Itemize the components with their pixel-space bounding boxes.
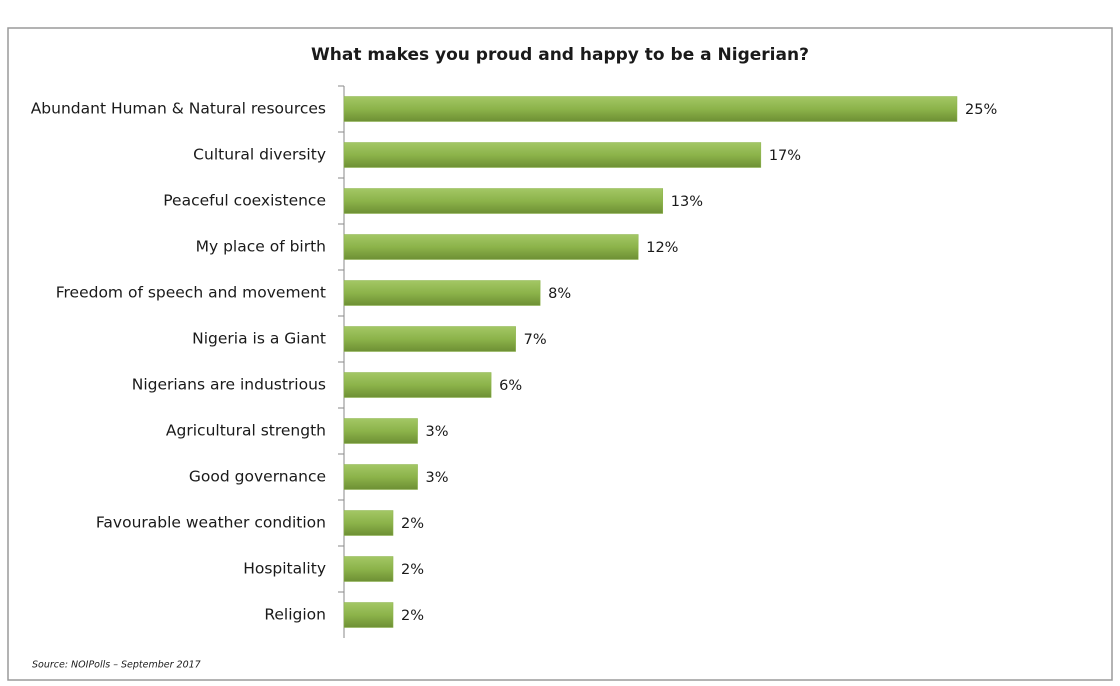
bar bbox=[343, 418, 418, 444]
source: Source: NOIPolls – September 2017 bbox=[32, 660, 201, 671]
data-label: 2% bbox=[401, 516, 424, 532]
chart-frame bbox=[7, 27, 1113, 681]
y-tick-label: Peaceful coexistence bbox=[163, 192, 326, 210]
y-tick-label: Hospitality bbox=[243, 560, 326, 578]
data-label: 2% bbox=[401, 608, 424, 624]
y-tick-label: Nigerians are industrious bbox=[132, 376, 326, 394]
y-tick-label: Agricultural strength bbox=[166, 422, 326, 440]
data-label: 8% bbox=[548, 286, 571, 302]
data-label: 7% bbox=[524, 332, 547, 348]
y-tick-label: Freedom of speech and movement bbox=[56, 284, 326, 302]
data-label: 13% bbox=[671, 194, 703, 210]
chart-title: What makes you proud and happy to be a N… bbox=[311, 45, 809, 65]
bar bbox=[343, 372, 492, 398]
y-tick-label: Good governance bbox=[189, 468, 326, 486]
bar bbox=[343, 234, 639, 260]
bar bbox=[343, 142, 762, 168]
bar bbox=[343, 464, 418, 490]
y-tick-label: Religion bbox=[264, 606, 326, 624]
bar bbox=[343, 280, 541, 306]
data-label: 12% bbox=[646, 240, 678, 256]
bar bbox=[343, 602, 394, 628]
bar bbox=[343, 510, 394, 536]
y-tick-label: My place of birth bbox=[196, 238, 326, 256]
bar bbox=[343, 556, 394, 582]
y-tick-label: Cultural diversity bbox=[193, 146, 326, 164]
data-label: 3% bbox=[426, 470, 449, 486]
y-tick-label: Abundant Human & Natural resources bbox=[31, 100, 326, 118]
data-label: 25% bbox=[965, 102, 997, 118]
data-label: 2% bbox=[401, 562, 424, 578]
bar bbox=[343, 96, 958, 122]
bar bbox=[343, 326, 516, 352]
data-label: 6% bbox=[499, 378, 522, 394]
y-tick-label: Favourable weather condition bbox=[96, 514, 326, 532]
y-tick-label: Nigeria is a Giant bbox=[192, 330, 326, 348]
data-label: 3% bbox=[426, 424, 449, 440]
bar bbox=[343, 188, 664, 214]
data-label: 17% bbox=[769, 148, 801, 164]
